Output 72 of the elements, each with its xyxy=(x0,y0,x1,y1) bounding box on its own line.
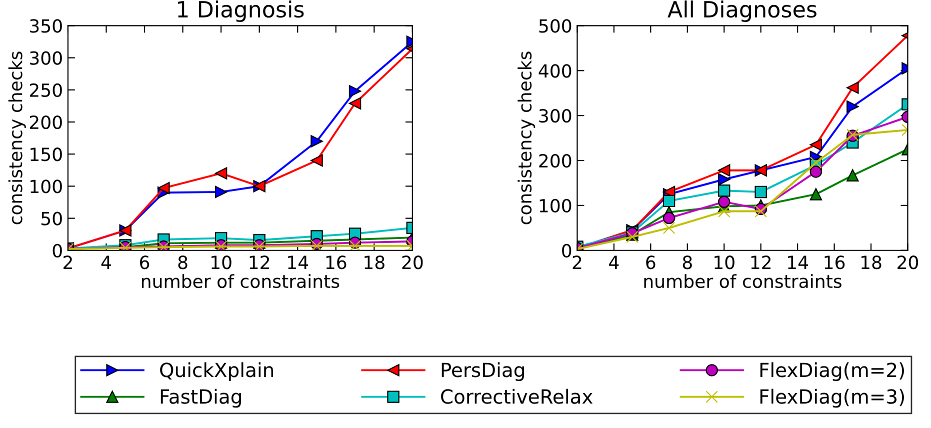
y-tick-label: 0 xyxy=(52,244,62,258)
y-tick-label: 150 xyxy=(30,148,62,162)
y-tick-label: 300 xyxy=(539,109,572,123)
point xyxy=(810,188,822,200)
x-tick-label: 10 xyxy=(714,256,734,270)
x-tick-label: 12 xyxy=(250,256,270,269)
x-tick-label: 12 xyxy=(751,256,771,269)
x-tick-label: 6 xyxy=(646,256,656,270)
x-tick-label: 4 xyxy=(101,256,111,269)
y-axis-title: consistency checks xyxy=(8,52,26,224)
point xyxy=(662,212,676,224)
point xyxy=(810,166,822,178)
y-tick-label: 400 xyxy=(538,64,572,78)
point xyxy=(214,186,228,198)
y-tick-label: 250 xyxy=(30,83,62,97)
x-tick-label: 2 xyxy=(572,256,582,269)
x-tick-label: 20 xyxy=(402,256,423,270)
x-tick-label: 14 xyxy=(288,256,308,269)
point xyxy=(810,156,822,169)
point xyxy=(214,167,228,180)
y-tick-label: 300 xyxy=(30,51,62,65)
y-tick-label: 500 xyxy=(539,19,572,33)
x-tick-label: 10 xyxy=(212,256,232,270)
point xyxy=(348,240,362,250)
x-tick-label: 6 xyxy=(140,256,150,270)
x-tick-label: 18 xyxy=(364,256,384,270)
x-axis-title: number of constraints xyxy=(142,274,340,288)
legend-label: FastDiag xyxy=(160,388,241,408)
legend-label: FlexDiag(m=3) xyxy=(760,388,904,408)
point xyxy=(718,205,730,218)
legend-label: QuickXplain xyxy=(160,362,274,382)
point xyxy=(718,164,730,176)
point xyxy=(846,82,859,94)
point xyxy=(754,186,767,198)
x-tick-label: 20 xyxy=(898,256,918,270)
point xyxy=(310,154,323,167)
point xyxy=(846,169,859,182)
point xyxy=(754,205,767,218)
x-tick-label: 16 xyxy=(824,256,845,270)
y-tick-label: 350 xyxy=(30,19,62,33)
point xyxy=(718,184,730,197)
point xyxy=(662,194,676,208)
legend-label: FlexDiag(m=2) xyxy=(760,362,904,382)
legend-label: PersDiag xyxy=(442,362,524,382)
x-tick-label: 14 xyxy=(788,256,808,269)
x-axis-title: number of constraints xyxy=(644,274,842,288)
point xyxy=(348,97,362,110)
point xyxy=(718,196,730,208)
y-tick-label: 100 xyxy=(30,180,62,194)
point xyxy=(846,100,859,113)
point xyxy=(718,173,730,186)
y-axis-title: consistency checks xyxy=(518,52,536,224)
chart-title: 1 Diagnosis xyxy=(178,0,304,22)
y-tick-label: 200 xyxy=(539,154,572,168)
x-tick-label: 16 xyxy=(326,256,346,270)
point xyxy=(158,182,170,194)
point xyxy=(310,135,323,148)
x-tick-label: 4 xyxy=(609,256,619,269)
point xyxy=(348,85,362,98)
point xyxy=(626,230,638,244)
legend-label: CorrectiveRelax xyxy=(441,388,593,404)
point xyxy=(810,138,822,151)
y-tick-label: 50 xyxy=(42,212,62,226)
y-tick-label: 200 xyxy=(30,115,62,130)
x-tick-label: 2 xyxy=(64,256,72,269)
y-tick-label: 0 xyxy=(562,244,572,258)
x-tick-label: 18 xyxy=(862,256,882,270)
x-tick-label: 8 xyxy=(178,256,188,270)
chart-title: All Diagnoses xyxy=(668,0,816,22)
y-tick-label: 100 xyxy=(540,198,572,213)
x-tick-label: 8 xyxy=(682,256,692,270)
point xyxy=(662,222,676,234)
